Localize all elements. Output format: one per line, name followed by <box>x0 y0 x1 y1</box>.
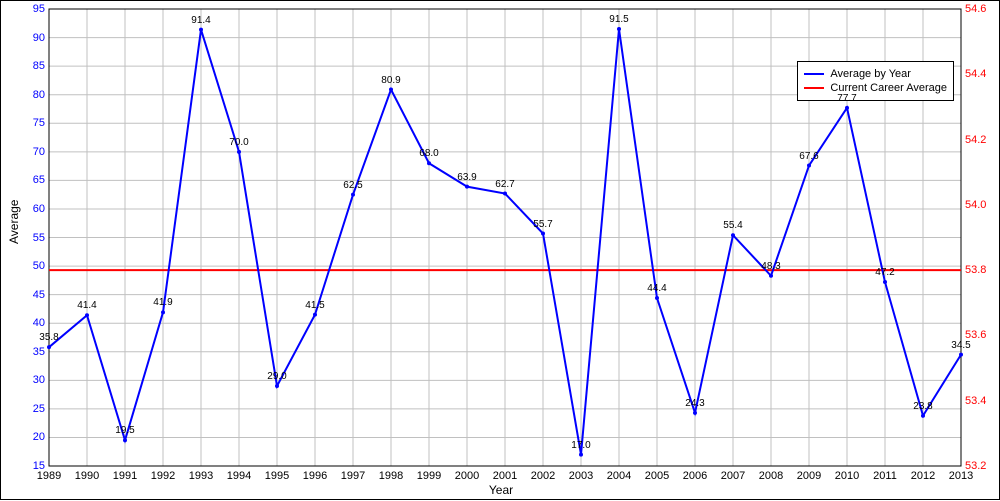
legend-label-avg-by-year: Average by Year <box>830 68 911 80</box>
legend-swatch-career-avg <box>804 87 824 89</box>
legend: Average by Year Current Career Average <box>797 61 954 101</box>
legend-swatch-avg-by-year <box>804 73 824 75</box>
legend-item-avg-by-year: Average by Year <box>804 68 947 80</box>
x-axis-label: Year <box>489 483 513 497</box>
y-axis-label: Average <box>7 200 21 244</box>
legend-item-career-avg: Current Career Average <box>804 82 947 94</box>
legend-label-career-avg: Current Career Average <box>830 82 947 94</box>
chart-container: Average Year Average by Year Current Car… <box>0 0 1000 500</box>
